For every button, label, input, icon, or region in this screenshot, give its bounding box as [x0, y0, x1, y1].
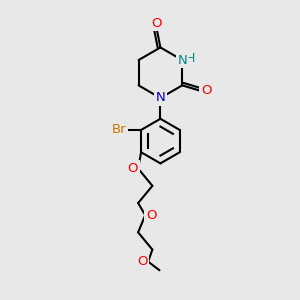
Text: O: O: [128, 162, 138, 175]
Text: O: O: [152, 16, 162, 30]
Text: N: N: [177, 54, 187, 67]
Text: N: N: [155, 92, 165, 104]
Text: Br: Br: [112, 123, 127, 136]
Text: O: O: [146, 208, 157, 222]
Text: O: O: [201, 84, 211, 97]
Text: O: O: [137, 255, 147, 268]
Text: H: H: [186, 52, 195, 65]
